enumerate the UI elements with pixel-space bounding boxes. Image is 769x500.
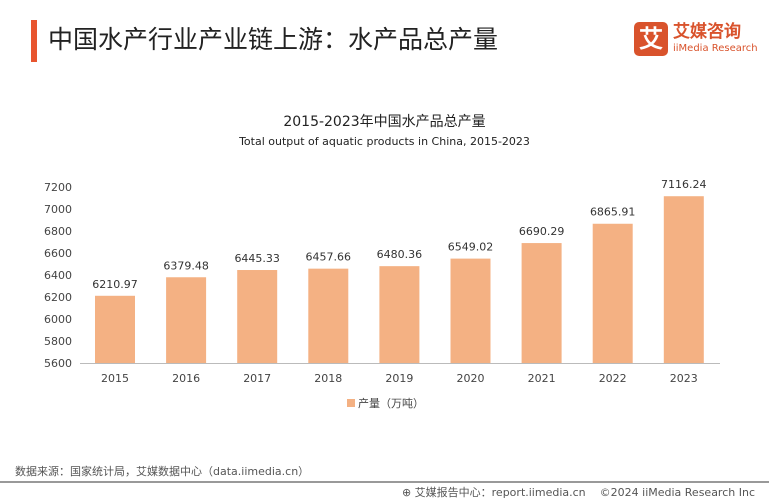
x-tick-label: 2023 [670, 372, 698, 385]
bar-chart: 5600 5800 6000 6200 6400 6600 6800 7000 7200 6210… [44, 178, 720, 410]
bar [521, 243, 562, 363]
footer-divider [0, 481, 769, 483]
data-label: 6445.33 [234, 252, 280, 265]
data-label: 6480.36 [377, 248, 423, 261]
y-tick-label: 6400 [44, 269, 72, 282]
y-tick-label: 6000 [44, 313, 72, 326]
y-tick-label: 7000 [44, 203, 72, 216]
x-tick-label: 2017 [243, 372, 271, 385]
x-tick-label: 2022 [599, 372, 627, 385]
source-note: 数据来源：国家统计局，艾媒数据中心（data.iimedia.cn） [15, 465, 310, 478]
y-tick-label: 6600 [44, 247, 72, 260]
legend-label: 产量（万吨） [358, 396, 424, 410]
bar [379, 266, 420, 363]
footer-info: ⊕ 艾媒报告中心：report.iimedia.cn ©2024 iiMedia… [402, 484, 755, 500]
x-tick-label: 2015 [101, 372, 129, 385]
y-tick-label: 6200 [44, 291, 72, 304]
y-tick-label: 6800 [44, 225, 72, 238]
bar [166, 277, 207, 363]
data-label: 6379.48 [163, 259, 209, 272]
bar [237, 270, 278, 363]
data-label: 6210.97 [92, 278, 138, 291]
logo-en: iiMedia Research [673, 43, 758, 54]
logo: 艾 艾媒咨询 iiMedia Research [634, 22, 758, 56]
logo-cn: 艾媒咨询 [673, 22, 741, 42]
x-tick-label: 2021 [528, 372, 556, 385]
data-label: 6549.02 [448, 241, 494, 254]
chart-title: 2015-2023年中国水产品总产量 [283, 114, 486, 130]
globe-icon: ⊕ [401, 486, 415, 499]
data-label: 6690.29 [519, 225, 565, 238]
x-tick-label: 2019 [385, 372, 413, 385]
page-title: 中国水产行业产业链上游：水产品总产量 [48, 25, 499, 54]
data-label: 6865.91 [590, 206, 636, 219]
x-tick-label: 2020 [457, 372, 485, 385]
data-label: 7116.24 [661, 178, 707, 191]
title-accent-bar [31, 20, 37, 62]
legend-swatch [347, 399, 355, 407]
bar [95, 295, 135, 363]
bar [663, 196, 704, 363]
bar [308, 268, 349, 363]
report-link[interactable]: 艾媒报告中心：report.iimedia.cn [414, 486, 586, 499]
logo-icon: 艾 [634, 22, 668, 56]
y-tick-label: 5800 [44, 335, 72, 348]
copyright: ©2024 iiMedia Research Inc [599, 486, 755, 499]
bar [450, 258, 491, 363]
chart-subtitle: Total output of aquatic products in Chin… [239, 135, 530, 148]
y-tick-label: 7200 [44, 181, 72, 194]
data-label: 6457.66 [306, 251, 352, 264]
y-tick-label: 5600 [44, 357, 72, 370]
bar [592, 223, 633, 363]
x-tick-label: 2018 [314, 372, 342, 385]
x-tick-label: 2016 [172, 372, 200, 385]
